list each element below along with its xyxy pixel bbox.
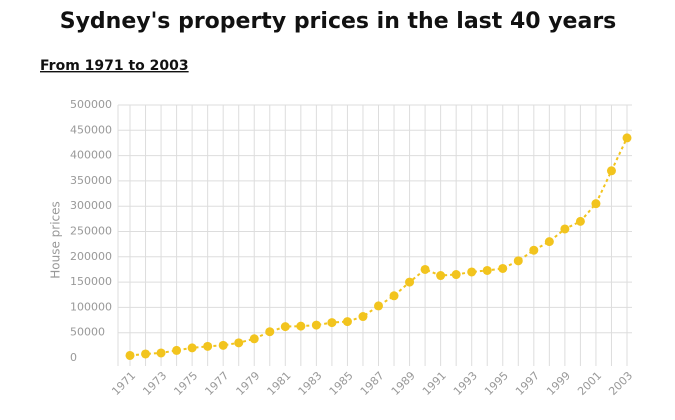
point bbox=[156, 348, 166, 358]
point bbox=[498, 263, 508, 273]
chart-subtitle: From 1971 to 2003 bbox=[40, 58, 189, 74]
point bbox=[187, 343, 197, 353]
y-tick-label: 300000 bbox=[70, 199, 112, 212]
x-tick-label: 1985 bbox=[327, 369, 356, 398]
point bbox=[405, 277, 415, 287]
y-tick-label: 500000 bbox=[70, 98, 112, 111]
y-tick-label: 50000 bbox=[70, 326, 105, 339]
point bbox=[529, 245, 539, 255]
point bbox=[265, 327, 275, 337]
point bbox=[234, 338, 244, 348]
point bbox=[249, 334, 259, 344]
x-tick-label: 1983 bbox=[296, 369, 325, 398]
point bbox=[218, 340, 228, 350]
x-tick-label: 1999 bbox=[544, 369, 573, 398]
point bbox=[203, 341, 213, 351]
point bbox=[482, 265, 492, 275]
point bbox=[172, 345, 182, 355]
point bbox=[296, 321, 306, 331]
y-tick-label: 400000 bbox=[70, 149, 112, 162]
x-tick-label: 1991 bbox=[420, 369, 449, 398]
point bbox=[125, 350, 135, 360]
x-tick-label: 1987 bbox=[358, 369, 387, 398]
y-tick-label: 250000 bbox=[70, 225, 112, 238]
y-tick-label: 100000 bbox=[70, 300, 112, 313]
point bbox=[575, 216, 585, 226]
x-tick-label: 1977 bbox=[202, 369, 231, 398]
x-tick-label: 1975 bbox=[171, 369, 200, 398]
point bbox=[141, 349, 151, 359]
x-tick-label: 1979 bbox=[234, 369, 263, 398]
y-tick-label: 350000 bbox=[70, 174, 112, 187]
point bbox=[560, 224, 570, 234]
x-tick-label: 1971 bbox=[109, 369, 138, 398]
y-tick-label: 0 bbox=[70, 351, 77, 364]
point bbox=[591, 199, 601, 209]
y-axis-label: House prices bbox=[49, 201, 63, 279]
point bbox=[342, 317, 352, 327]
point bbox=[358, 312, 368, 322]
x-tick-label: 1973 bbox=[140, 369, 169, 398]
y-tick-label: 150000 bbox=[70, 275, 112, 288]
point bbox=[451, 270, 461, 280]
y-tick-label: 200000 bbox=[70, 250, 112, 263]
point bbox=[374, 301, 383, 311]
x-tick-label: 1989 bbox=[389, 369, 418, 398]
chart-title: Sydney's property prices in the last 40 … bbox=[60, 9, 617, 34]
point bbox=[280, 322, 290, 332]
y-tick-label: 450000 bbox=[70, 123, 112, 136]
x-tick-label: 2003 bbox=[606, 369, 635, 398]
x-tick-label: 1997 bbox=[513, 369, 542, 398]
point bbox=[436, 271, 446, 281]
point bbox=[606, 166, 616, 176]
point bbox=[513, 256, 523, 266]
x-tick-label: 2001 bbox=[575, 369, 604, 398]
x-tick-label: 1993 bbox=[451, 369, 480, 398]
x-tick-label: 1981 bbox=[265, 369, 294, 398]
point bbox=[467, 267, 477, 277]
point bbox=[544, 237, 554, 247]
x-tick-label: 1995 bbox=[482, 369, 511, 398]
point bbox=[420, 264, 430, 274]
point bbox=[622, 133, 632, 143]
point bbox=[327, 318, 337, 328]
point bbox=[389, 291, 399, 301]
point bbox=[311, 320, 321, 330]
